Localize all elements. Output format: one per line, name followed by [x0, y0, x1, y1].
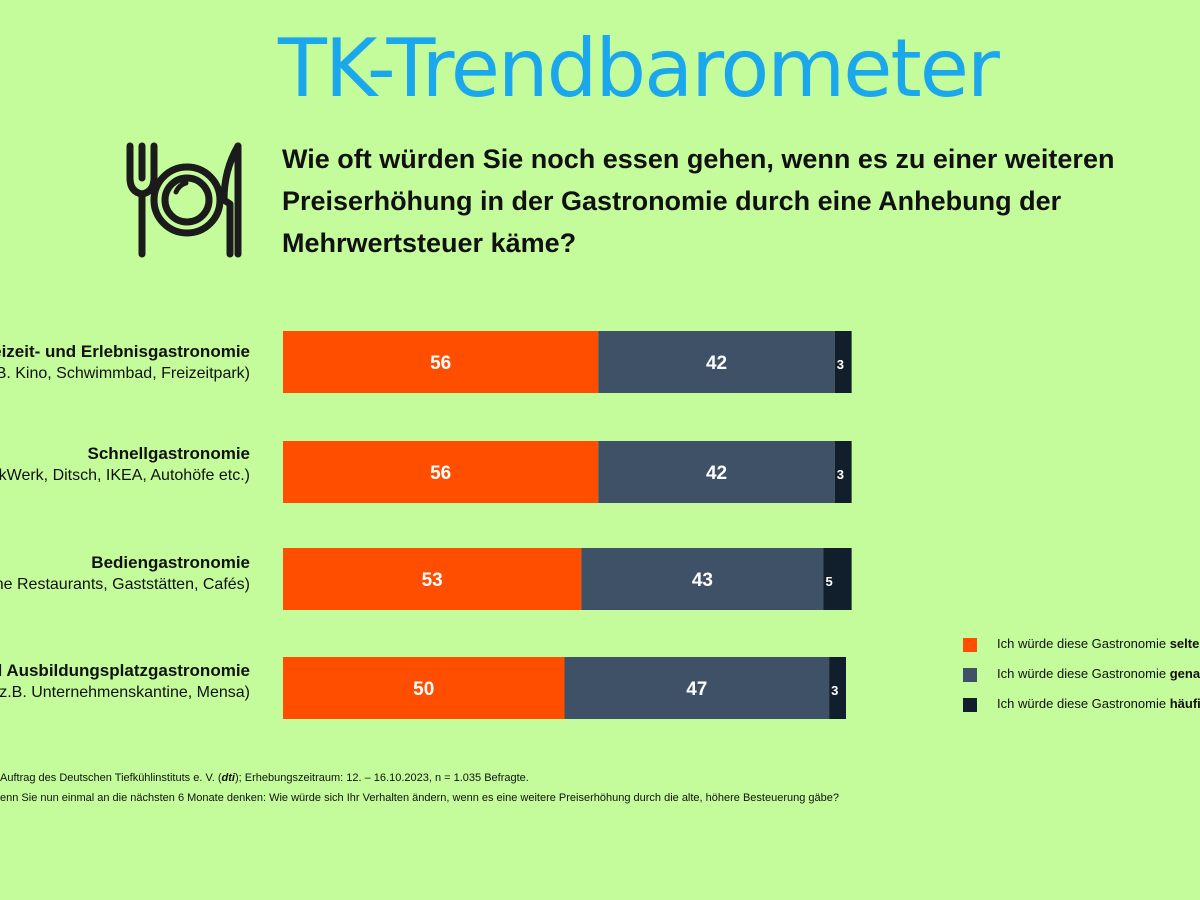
category-label: Schnellgastronomie BackWerk, Ditsch, IKE… [0, 443, 250, 487]
category-label: Bediengastronomie sische Restaurants, Ga… [0, 552, 250, 596]
bar-segment-seltener [283, 548, 582, 610]
category-name: Bediengastronomie [91, 553, 250, 572]
category-sub: (z.B. Kino, Schwimmbad, Freizeitpark) [0, 365, 250, 382]
bar-segment-haeufiger [823, 548, 852, 610]
bar-segment-genauso [598, 441, 835, 503]
bar-value-label: 5 [825, 574, 832, 589]
bar-value-label: 3 [837, 467, 844, 482]
legend-swatch [963, 698, 977, 712]
legend-label: Ich würde diese Gastronomie seltene [997, 636, 1200, 651]
bar-value-label: 50 [413, 679, 434, 700]
bar-value-label: 43 [692, 570, 713, 591]
category-name: Schnellgastronomie [87, 444, 250, 463]
legend-swatch [963, 668, 977, 682]
bar-value-label: 56 [430, 353, 451, 374]
legend-label: Ich würde diese Gastronomie häufig [997, 696, 1200, 711]
bar-segment-haeufiger [834, 441, 852, 503]
footnote-question: enn Sie nun einmal an die nächsten 6 Mon… [0, 792, 839, 804]
footnote-source: Auftrag des Deutschen Tiefkühlinstituts … [0, 772, 529, 784]
category-sub: sische Restaurants, Gaststätten, Cafés) [0, 576, 250, 593]
bar-segment-genauso [564, 657, 830, 719]
bar-segment-seltener [283, 331, 599, 393]
survey-question: Wie oft würden Sie noch essen gehen, wen… [282, 144, 1115, 258]
bar-segment-haeufiger [829, 657, 846, 719]
bar-segment-seltener [283, 657, 565, 719]
bar-segment-seltener [283, 441, 599, 503]
category-label: nd Ausbildungsplatzgastronomie (z.B. Unt… [0, 660, 250, 704]
bar-value-label: 42 [706, 353, 727, 374]
category-sub: (z.B. Unternehmenskantine, Mensa) [0, 684, 250, 701]
bar-value-label: 3 [837, 357, 844, 372]
category-name: nd Ausbildungsplatzgastronomie [0, 661, 250, 680]
category-sub: BackWerk, Ditsch, IKEA, Autohöfe etc.) [0, 467, 250, 484]
legend-label: Ich würde diese Gastronomie genau [997, 666, 1200, 681]
bar-segment-haeufiger [834, 331, 852, 393]
bar-value-label: 42 [706, 463, 727, 484]
bar-value-label: 3 [831, 683, 838, 698]
page-title: TK-Trendbarometer [278, 22, 1000, 115]
bar-value-label: 47 [686, 679, 707, 700]
legend-swatch [963, 638, 977, 652]
category-label: Freizeit- und Erlebnisgastronomie (z.B. … [0, 341, 250, 385]
bar-value-label: 53 [422, 570, 443, 591]
fork-plate-knife-icon [124, 140, 249, 267]
bar-value-label: 56 [430, 463, 451, 484]
category-name: Freizeit- und Erlebnisgastronomie [0, 342, 250, 361]
bar-segment-genauso [598, 331, 835, 393]
bar-segment-genauso [581, 548, 824, 610]
